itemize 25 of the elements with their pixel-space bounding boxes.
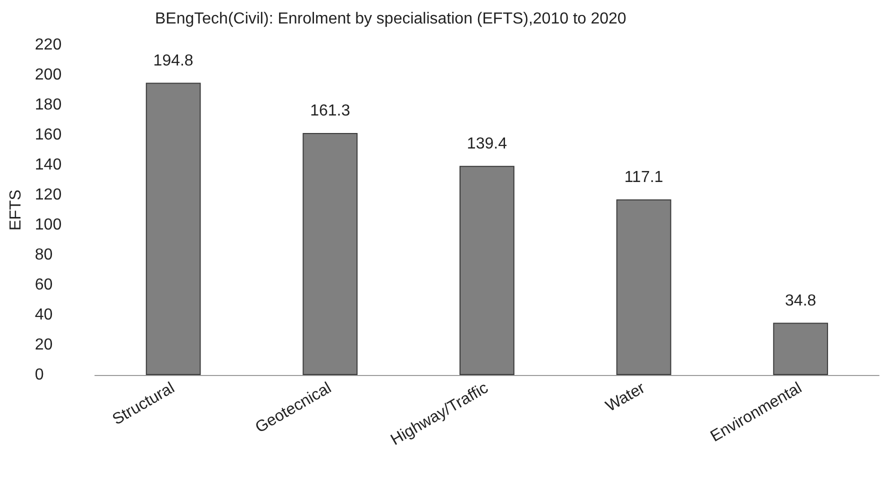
y-tick-label: 20 (34, 336, 53, 354)
y-tick-label: 220 (34, 36, 62, 54)
y-tick-label: 100 (34, 216, 62, 234)
bar (302, 133, 358, 375)
y-tick-label: 200 (34, 66, 62, 84)
chart-title: BEngTech(Civil): Enrolment by specialisation (EFTS),2010 to 2020 (155, 10, 626, 28)
y-tick-label: 40 (34, 306, 53, 324)
y-tick-label: 80 (34, 246, 53, 264)
y-axis-title: EFTS (8, 190, 24, 230)
y-tick-label: 140 (34, 156, 62, 174)
data-label: 139.4 (466, 135, 508, 152)
y-tick-label: 180 (34, 96, 62, 114)
x-tick-label: Water (603, 379, 649, 416)
y-tick-label: 120 (34, 186, 62, 204)
data-label: 194.8 (153, 52, 194, 70)
bar (773, 322, 828, 375)
data-label: 117.1 (624, 168, 664, 186)
bar (146, 82, 201, 375)
y-tick-label: 0 (34, 366, 44, 384)
y-tick-label: 160 (34, 126, 62, 144)
data-label: 34.8 (785, 292, 816, 310)
bar (616, 199, 672, 375)
y-tick-label: 60 (34, 276, 53, 294)
data-label: 161.3 (310, 102, 350, 120)
bar (460, 166, 514, 375)
